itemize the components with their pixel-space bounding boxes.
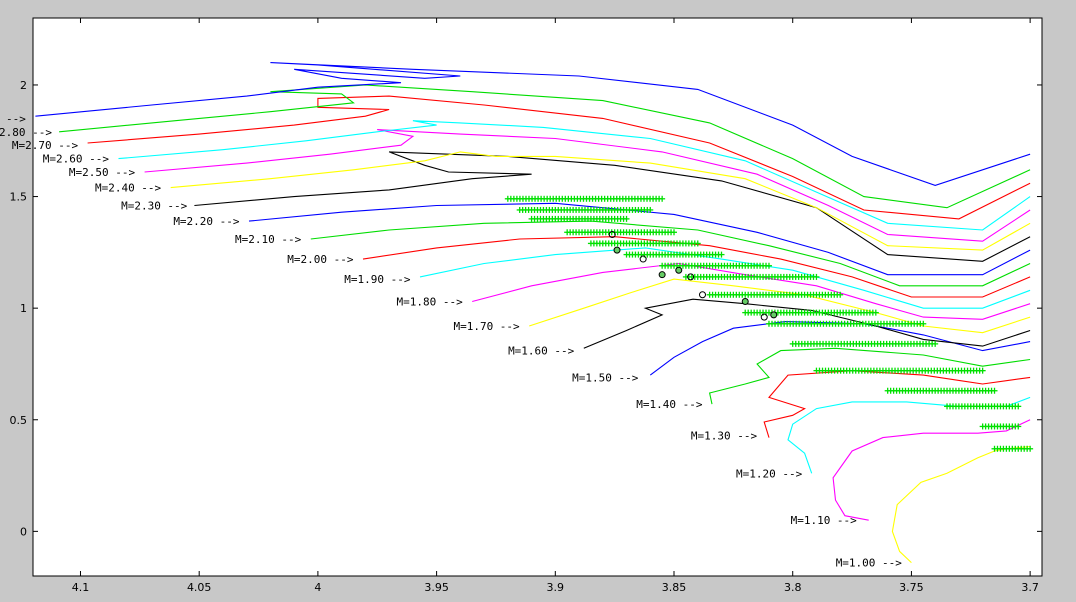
- track-label: M=2.20 -->: [173, 215, 240, 228]
- track-line-8: [472, 262, 1031, 320]
- track-label: M=2.90 -->: [0, 112, 26, 125]
- track-label: M=1.30 -->: [691, 429, 758, 442]
- track-line-3: [763, 370, 1031, 438]
- y-tick-label: 0.5: [10, 414, 28, 427]
- x-tick-label: 4: [314, 581, 321, 594]
- marker-band-12: [813, 367, 986, 374]
- track-label: M=1.80 -->: [396, 295, 463, 308]
- marker-band-13: [884, 387, 998, 394]
- y-tick-label: 2: [20, 79, 27, 92]
- track-label: M=2.10 -->: [235, 233, 302, 246]
- marker-band-6: [659, 262, 772, 269]
- track-line-13: [194, 151, 1031, 262]
- marker-circle-5: [675, 266, 683, 274]
- track-line-19: [35, 62, 1031, 186]
- marker-circle-8: [760, 313, 768, 321]
- marker-band-16: [991, 445, 1034, 452]
- track-line-7: [529, 278, 1031, 334]
- marker-band-10: [765, 320, 927, 327]
- marker-band-0: [504, 195, 666, 202]
- track-line-4: [708, 347, 1031, 405]
- y-tick-label: 0: [20, 525, 27, 538]
- track-label: M=1.00 -->: [836, 557, 903, 570]
- marker-band-15: [979, 423, 1022, 430]
- track-labels: M=1.00 --> M=1.10 --> M=1.20 --> M=1.30 -->…: [0, 112, 902, 569]
- track-line-11: [310, 220, 1031, 287]
- x-tick-label: 3.95: [424, 581, 449, 594]
- track-line-5: [649, 321, 1031, 376]
- track-line-17: [87, 95, 1031, 220]
- marker-circle-7: [741, 297, 749, 305]
- marker-circle-4: [687, 273, 695, 281]
- data-markers: [504, 195, 1034, 452]
- x-tick-label: 3.85: [662, 581, 687, 594]
- track-label: M=2.40 -->: [95, 182, 162, 195]
- track-label: M=1.50 -->: [572, 371, 639, 384]
- track-label: M=2.30 -->: [121, 199, 188, 212]
- x-tick-label: 4.05: [187, 581, 212, 594]
- x-tick-label: 3.9: [547, 581, 565, 594]
- marker-band-14: [944, 403, 1022, 410]
- track-label: M=2.50 -->: [69, 166, 136, 179]
- marker-circle-0: [608, 231, 616, 239]
- track-label: M=1.40 -->: [636, 398, 703, 411]
- y-tick-label: 1: [20, 302, 27, 315]
- marker-circle-1: [613, 246, 621, 254]
- marker-band-4: [587, 240, 701, 247]
- x-tick-label: 3.7: [1021, 581, 1039, 594]
- marker-band-7: [682, 273, 820, 280]
- track-label: M=1.20 -->: [736, 467, 803, 480]
- y-tick-label: 1.5: [10, 191, 28, 204]
- track-label: M=1.10 -->: [791, 514, 858, 527]
- marker-circle-3: [658, 271, 666, 279]
- track-label: M=1.60 -->: [508, 345, 575, 358]
- track-label: M=1.70 -->: [453, 320, 520, 333]
- marker-band-1: [516, 206, 654, 213]
- marker-band-11: [789, 340, 939, 347]
- track-line-10: [362, 236, 1031, 298]
- track-line-18: [59, 84, 1031, 209]
- marker-band-5: [623, 251, 725, 258]
- marker-circle-9: [770, 311, 778, 319]
- track-line-15: [144, 129, 1031, 242]
- track-line-12: [248, 202, 1031, 276]
- track-label: M=2.70 -->: [12, 139, 79, 152]
- track-line-14: [170, 151, 1031, 251]
- marker-band-8: [706, 291, 844, 298]
- track-label: M=2.00 -->: [287, 253, 354, 266]
- track-label: M=2.80 -->: [0, 126, 52, 139]
- x-tick-label: 3.8: [784, 581, 802, 594]
- marker-band-3: [564, 229, 678, 236]
- x-tick-label: 3.75: [899, 581, 924, 594]
- axes: 4.1 4.05 4 3.95 3.9 3.85 3.8 3.75 3.7 0 0.5 1 1.5 2: [10, 18, 1042, 594]
- x-tick-label: 4.1: [72, 581, 90, 594]
- track-line-1: [832, 419, 1031, 521]
- marker-circle-2: [639, 255, 647, 263]
- track-label: M=1.90 -->: [344, 273, 411, 286]
- marker-band-2: [528, 215, 630, 222]
- track-label: M=2.60 -->: [43, 153, 110, 166]
- marker-circle-6: [699, 291, 707, 299]
- track-line-16: [118, 120, 1031, 231]
